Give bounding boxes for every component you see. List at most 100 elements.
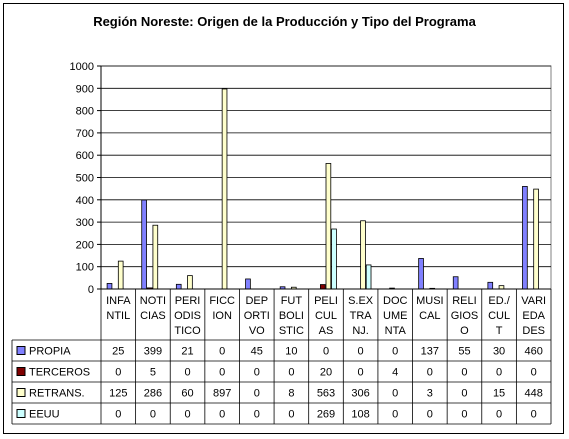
table-cell: 4 [392, 367, 398, 379]
category-label: T [496, 325, 503, 337]
table-cell: 5 [150, 367, 156, 379]
legend-label: EEUU [29, 409, 60, 421]
category-label: NJ. [352, 325, 369, 337]
y-tick-label: 400 [76, 195, 94, 207]
legend-label: TERCEROS [29, 367, 90, 379]
bar-propia-12 [522, 186, 528, 290]
bar-retrans-12 [533, 188, 539, 290]
category-label: BOLI [279, 310, 304, 322]
legend-swatch [16, 346, 26, 355]
category-label: PELI [314, 295, 338, 307]
table-cell: 0 [427, 367, 433, 379]
table-cell: 0 [323, 346, 329, 358]
bar-retrans-2 [187, 275, 193, 290]
bar-propia-9 [418, 258, 424, 290]
category-label: ODIS [174, 310, 201, 322]
y-tick-label: 100 [76, 262, 94, 274]
bar-retrans-3 [221, 88, 228, 290]
table-cell: 30 [493, 346, 505, 358]
category-label: FUT [281, 295, 303, 307]
legend-swatch [16, 367, 26, 376]
category-label: DOC [383, 295, 408, 307]
table-cell: 0 [288, 409, 294, 421]
category-label: GIOS [451, 310, 479, 322]
category-label: CIAS [140, 310, 166, 322]
category-label: S.EX [348, 295, 374, 307]
table-cell: 0 [219, 409, 225, 421]
table-cell: 55 [458, 346, 470, 358]
y-tick-label: 1000 [70, 61, 94, 73]
bar-retrans-0 [117, 260, 124, 290]
category-label: VO [249, 325, 265, 337]
category-label: O [460, 325, 469, 337]
table-cell: 0 [358, 346, 364, 358]
y-tick-label: 800 [76, 106, 94, 118]
table-cell: 0 [531, 367, 537, 379]
category-label: CUL [488, 310, 510, 322]
table-cell: 460 [525, 346, 543, 358]
category-label: RELI [452, 295, 476, 307]
legend-swatch [16, 409, 26, 418]
y-tick-label: 900 [76, 83, 94, 95]
table-cell: 306 [351, 388, 369, 400]
y-tick-label: 300 [76, 217, 94, 229]
bar-retrans-11 [498, 285, 505, 290]
table-cell: 897 [213, 388, 231, 400]
bar-terceros-6 [319, 284, 326, 290]
bar-propia-11 [487, 281, 494, 290]
bar-eeuu-6 [331, 228, 337, 290]
table-cell: 0 [184, 409, 190, 421]
y-tick-label: 600 [76, 150, 94, 162]
category-label: TRA [350, 310, 373, 322]
table-cell: 0 [254, 367, 260, 379]
table-cell: 0 [392, 388, 398, 400]
category-label: NOTI [140, 295, 166, 307]
table-cell: 3 [427, 388, 433, 400]
table-cell: 20 [320, 367, 332, 379]
data-table: INFANTILNOTICIASPERIODISTICOFICCIONDEPOR… [11, 289, 552, 425]
y-tick-label: 500 [76, 173, 94, 185]
table-cell: 0 [184, 367, 190, 379]
table-cell: 60 [181, 388, 193, 400]
bar-propia-2 [175, 283, 182, 290]
table-cell: 0 [219, 367, 225, 379]
table-cell: 0 [219, 346, 225, 358]
category-label: ORTI [244, 310, 270, 322]
table-cell: 448 [525, 388, 543, 400]
table-cell: 0 [358, 367, 364, 379]
bar-propia-1 [141, 199, 147, 290]
table-cell: 0 [496, 409, 502, 421]
category-label: MUSI [416, 295, 444, 307]
category-label: CAL [419, 310, 440, 322]
bar-propia-10 [452, 276, 459, 290]
category-label: FICC [209, 295, 235, 307]
legend-label: PROPIA [29, 346, 71, 358]
table-cell: 0 [150, 409, 156, 421]
table-cell: 0 [288, 367, 294, 379]
table-cell: 0 [254, 388, 260, 400]
category-label: INFA [106, 295, 131, 307]
table-cell: 0 [392, 409, 398, 421]
bar-eeuu-7 [365, 264, 372, 290]
table-cell: 10 [285, 346, 297, 358]
table-cell: 399 [144, 346, 162, 358]
table-cell: 0 [427, 409, 433, 421]
table-cell: 8 [288, 388, 294, 400]
table-cell: 125 [109, 388, 127, 400]
bar-retrans-6 [325, 163, 332, 290]
y-axis-tick-labels: 0 100 200 300 400 500 600 700 800 900 1000 [70, 61, 94, 296]
category-label: PERI [175, 295, 201, 307]
table-cell: 45 [251, 346, 263, 358]
table-cell: 563 [317, 388, 335, 400]
table-cell: 0 [531, 409, 537, 421]
bar-retrans-1 [152, 224, 159, 290]
table-cell: 0 [461, 388, 467, 400]
category-label: AS [319, 325, 334, 337]
table-cell: 0 [115, 409, 121, 421]
category-label: ED./ [488, 295, 510, 307]
y-tick-label: 700 [76, 128, 94, 140]
bars [106, 88, 539, 290]
table-cell: 0 [115, 367, 121, 379]
table-cell: 0 [461, 409, 467, 421]
